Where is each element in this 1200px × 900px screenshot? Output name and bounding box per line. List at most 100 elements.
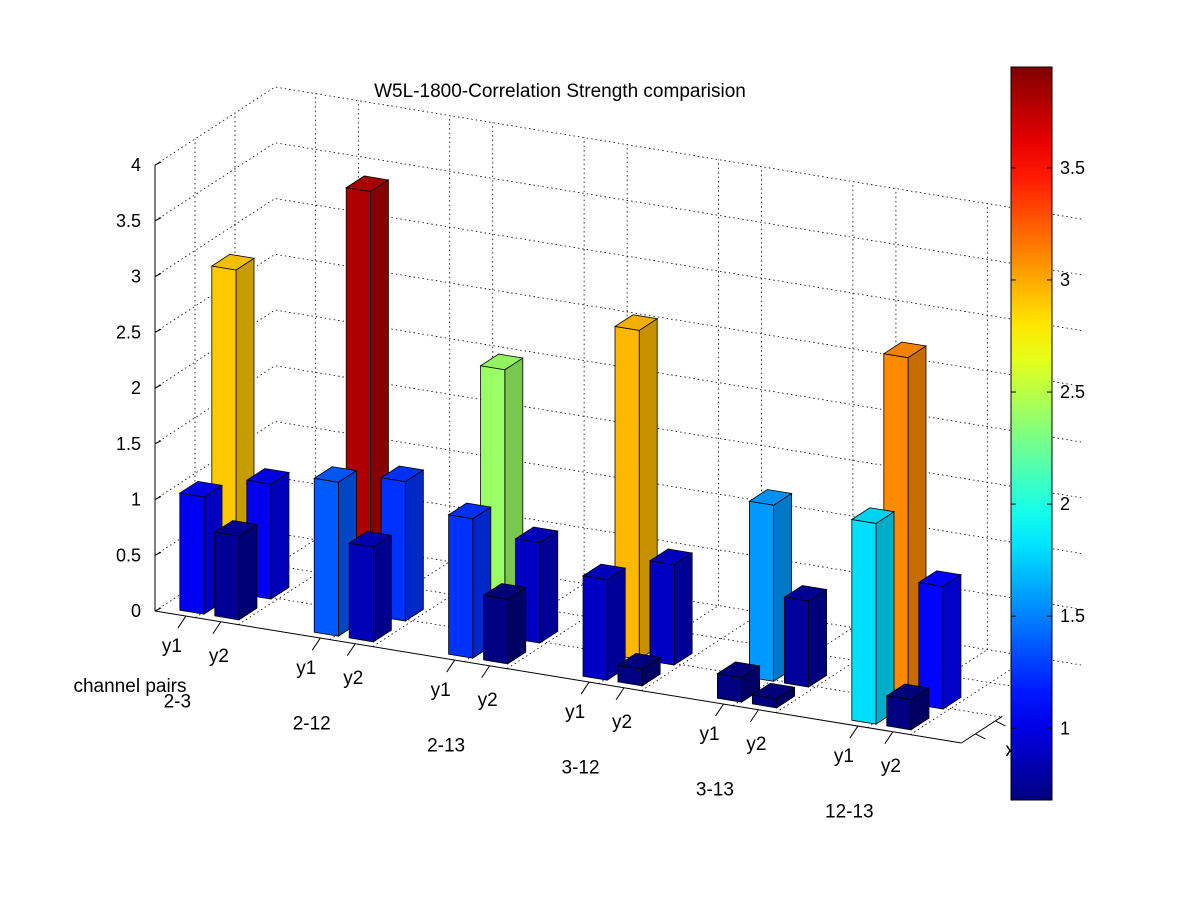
z-tick-label: 1 [131, 490, 141, 510]
grid-line [238, 546, 359, 625]
z-axis-ticks: 0 0.5 1 1.5 2 2.5 3 3.5 4 [116, 155, 162, 621]
bar-top-face [581, 563, 627, 581]
bar-2-12-y2-x1 [348, 531, 393, 643]
bar-side-face [539, 530, 559, 644]
bar-top-face [447, 502, 492, 520]
bar-top-face [716, 661, 761, 679]
z-tick-label: 2.5 [116, 322, 141, 342]
colorbar-tick-label: 1.5 [1060, 606, 1085, 626]
sub-tick-label: y1 [565, 702, 585, 723]
z-tick-label: 1.5 [116, 434, 141, 454]
bar-12-13-y2-x2 [917, 570, 963, 710]
z-tick-mark [154, 551, 162, 556]
x-axis-line [154, 610, 962, 744]
x-tick-mark [346, 643, 356, 657]
bar-12-13-y2-x1 [885, 683, 931, 731]
x-tick-mark [615, 687, 625, 701]
bar-front-face [448, 514, 474, 659]
x-tick-mark [212, 621, 222, 635]
x-axis-labels: y1 y2 2-3 y1 y2 2-12 y1 y2 2-13 y1 y2 3-12 y1 y2 3-13 y… [162, 615, 1045, 823]
bar-top-face [748, 489, 793, 506]
colorbar-tick-label: 3 [1060, 270, 1070, 290]
sub-tick-label: y2 [209, 646, 229, 667]
bar-side-face [875, 511, 895, 725]
category-label: 3-12 [562, 758, 600, 779]
x-tick-mark [849, 725, 859, 739]
bar-side-face [270, 471, 290, 600]
category-label: 12-13 [825, 802, 874, 823]
bar-front-face [313, 477, 339, 637]
bar-2-13-y2-x1 [482, 583, 527, 665]
bar-top-face [917, 570, 963, 587]
z-tick-label: 0 [131, 601, 141, 621]
category-label: 3-13 [696, 780, 734, 801]
colorbar-tick-label: 2.5 [1060, 382, 1085, 402]
bar-side-face [238, 523, 258, 621]
bar-3-13-y2-x2 [783, 585, 828, 688]
bar-front-face [179, 492, 205, 615]
z-tick-mark [154, 328, 162, 333]
sub-tick-label: y1 [431, 680, 451, 701]
bar-front-face [214, 531, 240, 621]
bar-front-face [483, 594, 509, 665]
bar-top-face [850, 507, 896, 524]
bar-2-12-y2-x2 [380, 465, 425, 622]
colorbar-tick-label: 2 [1060, 494, 1070, 514]
bar-side-face [372, 534, 392, 643]
grid-line [372, 568, 493, 647]
bar-side-face [808, 588, 827, 688]
colorbar-gradient [1010, 66, 1053, 801]
z-tick-mark [154, 217, 162, 222]
category-label: 2-12 [293, 714, 331, 735]
category-label: 2-13 [427, 736, 465, 757]
z-tick-mark [154, 384, 162, 389]
category-label: 2-3 [164, 692, 191, 713]
bar-top-face [313, 466, 358, 483]
bar-12-13-y1-x1 [850, 507, 896, 725]
x-tick-mark [580, 681, 590, 695]
bar-top-face [345, 175, 390, 193]
bar-2-13-y2-x2 [514, 526, 559, 644]
bar-front-face [582, 575, 608, 681]
x-tick-mark [715, 703, 724, 717]
z-tick-label: 2 [131, 378, 141, 398]
bar-side-face [673, 552, 693, 666]
sub-tick-label: y1 [834, 746, 854, 767]
x-tick-mark [177, 615, 187, 629]
sub-tick-label: y2 [746, 734, 766, 755]
bar-3-12-y2-x2 [648, 548, 694, 666]
bar-top-face [479, 353, 524, 371]
bar-front-face [886, 695, 912, 731]
sub-tick-label: y1 [296, 658, 316, 679]
z-tick-label: 0.5 [116, 545, 141, 565]
bar-top-face [882, 341, 928, 359]
z-tick-label: 3 [131, 267, 141, 287]
sub-tick-label: y1 [162, 636, 182, 657]
x-tick-mark [750, 709, 759, 723]
x-tick-mark [884, 731, 894, 745]
z-tick-mark [154, 161, 162, 166]
bar-top-face [245, 468, 291, 485]
bar-3-13-y2-x1 [751, 682, 796, 709]
grid-line [910, 656, 1031, 735]
depth-tick-mark [975, 733, 986, 740]
z-tick-mark [154, 496, 162, 500]
bar-top-face [380, 465, 425, 483]
bar-2-3-y2-x1 [213, 520, 259, 621]
x-tick-mark [311, 637, 321, 651]
x-tick-mark [481, 665, 491, 679]
x-axis-label: channel pairs [73, 676, 186, 697]
bar-side-face [507, 586, 527, 665]
bar-top-face [178, 480, 224, 498]
bar-top-face [616, 653, 662, 670]
bar-side-face [404, 469, 424, 622]
bar-top-face [613, 314, 659, 331]
bar-3-12-y2-x1 [616, 653, 662, 687]
z-tick-mark [154, 273, 162, 277]
grid-line [506, 590, 628, 669]
sub-tick-label: y1 [699, 724, 719, 745]
depth-tick-mark [995, 720, 1006, 727]
bar-top-face [514, 526, 559, 544]
sub-tick-label: y2 [478, 690, 498, 711]
